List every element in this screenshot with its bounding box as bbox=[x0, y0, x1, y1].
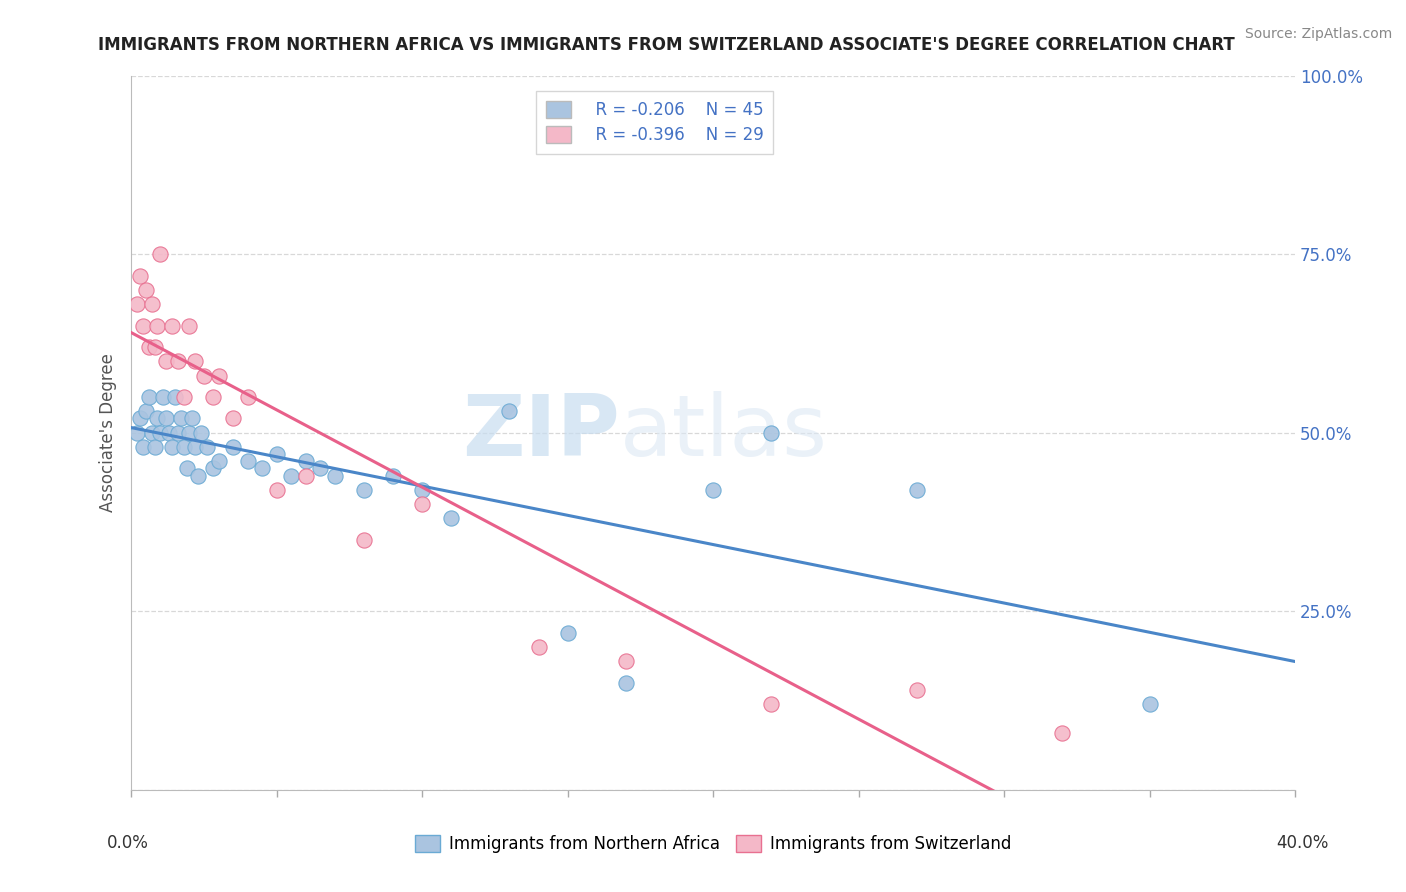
Point bbox=[195, 440, 218, 454]
Point bbox=[266, 483, 288, 497]
Point bbox=[179, 318, 201, 333]
Point bbox=[135, 404, 157, 418]
Point bbox=[905, 483, 928, 497]
Point bbox=[184, 354, 207, 368]
Point bbox=[498, 404, 520, 418]
Point bbox=[143, 440, 166, 454]
Point bbox=[382, 468, 405, 483]
Point bbox=[207, 368, 229, 383]
Point bbox=[160, 318, 183, 333]
Point bbox=[138, 390, 160, 404]
Point bbox=[129, 411, 152, 425]
Point bbox=[170, 411, 193, 425]
Point bbox=[207, 454, 229, 468]
Point bbox=[201, 461, 224, 475]
Point bbox=[527, 640, 550, 654]
Point bbox=[411, 483, 433, 497]
Point bbox=[163, 390, 186, 404]
Point bbox=[411, 497, 433, 511]
Text: atlas: atlas bbox=[620, 392, 828, 475]
Point bbox=[129, 268, 152, 283]
Point bbox=[614, 675, 637, 690]
Point bbox=[236, 454, 259, 468]
Point bbox=[614, 654, 637, 668]
Point bbox=[266, 447, 288, 461]
Point bbox=[176, 461, 198, 475]
Point bbox=[132, 440, 155, 454]
Text: IMMIGRANTS FROM NORTHERN AFRICA VS IMMIGRANTS FROM SWITZERLAND ASSOCIATE'S DEGRE: IMMIGRANTS FROM NORTHERN AFRICA VS IMMIG… bbox=[98, 36, 1234, 54]
Point bbox=[761, 425, 783, 440]
Point bbox=[190, 425, 212, 440]
Point bbox=[295, 468, 318, 483]
Point bbox=[157, 425, 180, 440]
Text: Source: ZipAtlas.com: Source: ZipAtlas.com bbox=[1244, 27, 1392, 41]
Point bbox=[155, 411, 177, 425]
Point bbox=[1139, 697, 1161, 711]
Text: 0.0%: 0.0% bbox=[107, 834, 149, 852]
Point bbox=[125, 297, 148, 311]
Point bbox=[222, 440, 245, 454]
Point bbox=[280, 468, 302, 483]
Point bbox=[146, 318, 169, 333]
Point bbox=[146, 411, 169, 425]
Point bbox=[179, 425, 201, 440]
Point bbox=[155, 354, 177, 368]
Point bbox=[905, 682, 928, 697]
Point bbox=[125, 425, 148, 440]
Point bbox=[309, 461, 332, 475]
Point bbox=[353, 483, 375, 497]
Point bbox=[1052, 725, 1074, 739]
Point bbox=[135, 283, 157, 297]
Point bbox=[201, 390, 224, 404]
Point bbox=[440, 511, 463, 525]
Point bbox=[184, 440, 207, 454]
Text: 40.0%: 40.0% bbox=[1277, 834, 1329, 852]
Point bbox=[295, 454, 318, 468]
Point bbox=[173, 390, 195, 404]
Point bbox=[222, 411, 245, 425]
Point bbox=[166, 425, 188, 440]
Legend:   R = -0.206    N = 45,   R = -0.396    N = 29: R = -0.206 N = 45, R = -0.396 N = 29 bbox=[537, 91, 773, 154]
Point bbox=[138, 340, 160, 354]
Point bbox=[250, 461, 273, 475]
Point bbox=[702, 483, 724, 497]
Point bbox=[173, 440, 195, 454]
Point bbox=[181, 411, 204, 425]
Point bbox=[166, 354, 188, 368]
Point bbox=[143, 340, 166, 354]
Text: ZIP: ZIP bbox=[463, 392, 620, 475]
Point bbox=[557, 625, 579, 640]
Point bbox=[141, 425, 163, 440]
Point bbox=[141, 297, 163, 311]
Point bbox=[160, 440, 183, 454]
Point bbox=[152, 390, 174, 404]
Point bbox=[132, 318, 155, 333]
Point bbox=[323, 468, 346, 483]
Y-axis label: Associate's Degree: Associate's Degree bbox=[100, 353, 117, 512]
Point bbox=[149, 425, 172, 440]
Point bbox=[149, 247, 172, 261]
Point bbox=[187, 468, 209, 483]
Point bbox=[236, 390, 259, 404]
Point bbox=[353, 533, 375, 547]
Point bbox=[193, 368, 215, 383]
Point bbox=[761, 697, 783, 711]
